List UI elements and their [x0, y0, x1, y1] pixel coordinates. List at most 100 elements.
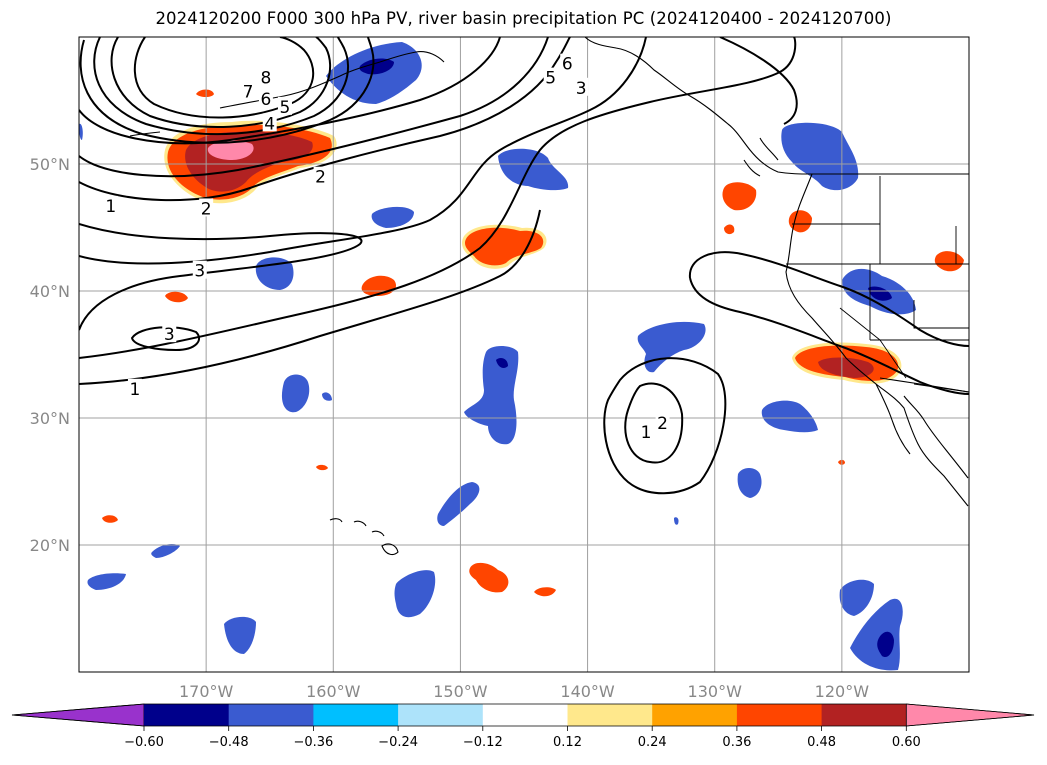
lat-tick-label: 30°N — [30, 409, 70, 428]
lon-tick-label: 160°W — [306, 682, 361, 701]
hawaiian-islands — [329, 518, 399, 556]
colorbar-segment — [652, 704, 738, 726]
chart-title: 2024120200 F000 300 hPa PV, river basin … — [155, 9, 892, 28]
contour-label-bg — [262, 113, 277, 132]
precipitation-pc-shading — [79, 42, 964, 671]
contour-line — [603, 357, 727, 495]
alaska-coastline — [584, 37, 813, 175]
negative-anomaly-region — [322, 392, 332, 401]
contour-label-bg — [574, 77, 589, 96]
contour-label: 5 — [545, 69, 556, 89]
contour-label-bg — [313, 166, 328, 185]
positive-anomaly-region — [469, 562, 509, 593]
positive-anomaly-region — [724, 224, 735, 235]
colorbar-tick-label: 0.36 — [722, 735, 751, 750]
pv-contours — [79, 37, 969, 495]
colorbar-segment — [482, 704, 568, 726]
lat-tick-label: 40°N — [30, 282, 70, 301]
negative-anomaly-region — [359, 58, 394, 75]
colorbar-segment — [821, 704, 907, 726]
negative-anomaly-region — [371, 206, 414, 228]
contour-line — [79, 37, 647, 265]
latitude-labels: 50°N 40°N 30°N 20°N — [30, 155, 70, 555]
positive-anomaly-region — [196, 89, 214, 97]
alaska-peninsula — [379, 51, 445, 63]
lon-tick-label: 150°W — [433, 682, 488, 701]
contour-label: 3 — [576, 79, 587, 99]
positive-anomaly-region — [722, 182, 757, 211]
contour-line — [93, 37, 349, 136]
colorbar-tick-label: −0.12 — [463, 735, 503, 750]
contour-line — [689, 277, 969, 395]
contour-label: 6 — [260, 90, 271, 110]
contour-label-bg — [192, 260, 207, 279]
lat-tick-label: 50°N — [30, 155, 70, 174]
contour-label: 2 — [657, 414, 668, 434]
negative-anomaly-region — [87, 573, 126, 590]
negative-anomaly-region — [464, 346, 519, 445]
positive-anomaly-region — [207, 140, 254, 160]
contour-label-bg — [277, 96, 292, 115]
colorbar-tick-label: 0.24 — [638, 735, 667, 750]
negative-anomaly-region — [498, 148, 569, 191]
negative-anomaly-region — [437, 482, 480, 526]
lon-tick-label: 120°W — [815, 682, 870, 701]
colorbar-segment — [144, 704, 230, 726]
colorbar-extend-min — [11, 703, 145, 727]
map-frame — [78, 36, 970, 673]
contour-line — [79, 37, 375, 144]
contour-label-bg — [127, 378, 142, 397]
negative-anomaly-region — [224, 616, 256, 654]
positive-anomaly-region — [316, 464, 328, 471]
contour-line — [130, 326, 201, 352]
aleutian-islands — [129, 131, 161, 137]
negative-anomaly-region — [637, 321, 706, 373]
contour-line — [688, 251, 969, 347]
positive-anomaly-region — [102, 515, 118, 523]
colorbar-tick-label: −0.24 — [378, 735, 418, 750]
contour-label-bg — [199, 198, 214, 217]
contour-line — [133, 37, 315, 119]
positive-anomaly-region — [818, 357, 874, 378]
positive-anomaly-region — [534, 587, 556, 597]
north-america-coastline — [785, 173, 969, 507]
negative-anomaly-region — [868, 286, 892, 301]
contour-line — [79, 37, 571, 202]
colorbar-segment — [398, 704, 484, 726]
negative-anomaly-region — [674, 517, 679, 525]
colorbar-extend-max — [905, 703, 1035, 727]
colorbar-segment — [736, 704, 823, 726]
colorbar-tick-label: 0.48 — [807, 735, 836, 750]
contour-label-bg — [162, 324, 177, 343]
colorbar-tick-label: −0.36 — [293, 735, 333, 750]
contour-label: 8 — [260, 69, 271, 89]
contour-label-bg — [103, 195, 118, 214]
contour-label-bg — [241, 81, 256, 100]
colorbar: −0.60 −0.48 −0.36 −0.24 −0.12 0.12 0.24 0.36 0.4… — [11, 703, 1035, 750]
contour-label: 1 — [105, 197, 116, 217]
contour-label-bg — [560, 53, 575, 72]
negative-anomaly-region — [394, 570, 436, 618]
negative-anomaly-region — [151, 544, 180, 558]
colorbar-tick-label: −0.48 — [209, 735, 249, 750]
contour-label: 1 — [641, 423, 652, 443]
contour-label: 6 — [562, 55, 573, 75]
lon-tick-label: 170°W — [179, 682, 234, 701]
map-gridlines — [79, 37, 969, 672]
contour-label: 3 — [164, 325, 175, 345]
sea-of-cortez-coast — [903, 395, 969, 479]
contour-label-bg — [258, 67, 273, 86]
contour-line — [79, 209, 541, 385]
islands-bc — [743, 137, 779, 177]
negative-anomaly-region — [79, 123, 83, 140]
positive-anomaly-region — [165, 291, 188, 303]
contour-label-bg — [655, 413, 670, 432]
contour-label: 2 — [201, 199, 212, 219]
contour-line — [79, 37, 549, 178]
negative-anomaly-region — [877, 631, 894, 658]
contour-label: 3 — [194, 262, 205, 282]
baja-coastline — [875, 383, 911, 455]
contour-line — [624, 382, 684, 464]
contour-label: 7 — [243, 83, 254, 103]
